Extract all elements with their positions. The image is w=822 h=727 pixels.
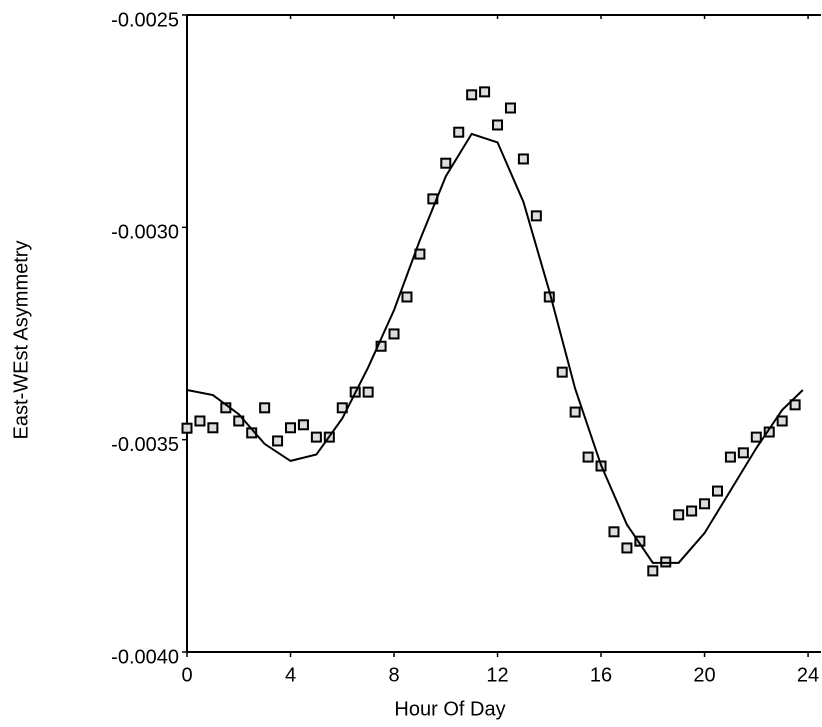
data-point	[492, 119, 504, 131]
data-point	[375, 340, 387, 352]
x-tick-label: 4	[285, 664, 296, 686]
x-tick-label: 20	[693, 664, 715, 686]
data-point	[310, 431, 322, 443]
data-point	[673, 509, 685, 521]
data-point	[634, 535, 646, 547]
data-point	[440, 157, 452, 169]
data-point	[724, 451, 736, 463]
data-point	[194, 415, 206, 427]
data-point	[647, 565, 659, 577]
data-point	[362, 386, 374, 398]
x-tick-label: 8	[388, 664, 399, 686]
data-point	[233, 415, 245, 427]
data-point	[504, 102, 516, 114]
data-point	[297, 419, 309, 431]
data-point	[556, 366, 568, 378]
y-tick-label: -0.0035	[111, 434, 179, 456]
y-axis-label: East-WEst Asymmetry	[10, 241, 32, 440]
data-point	[285, 422, 297, 434]
y-tick-label: -0.0040	[111, 646, 179, 668]
data-point	[259, 402, 271, 414]
x-axis-label: Hour Of Day	[394, 698, 505, 720]
data-point	[569, 406, 581, 418]
data-point	[272, 435, 284, 447]
x-tick-label: 16	[590, 664, 612, 686]
data-point	[582, 451, 594, 463]
data-point	[466, 89, 478, 101]
data-point	[388, 328, 400, 340]
data-point	[479, 86, 491, 98]
y-tick-label: -0.0030	[111, 222, 179, 244]
data-point	[207, 422, 219, 434]
data-point	[776, 415, 788, 427]
fit-line	[186, 132, 804, 564]
data-point	[530, 210, 542, 222]
data-point	[699, 498, 711, 510]
x-tick-label: 24	[797, 664, 819, 686]
data-point	[608, 526, 620, 538]
y-tick-label: -0.0025	[111, 9, 179, 31]
data-point	[453, 126, 465, 138]
data-point	[737, 447, 749, 459]
data-point	[750, 431, 762, 443]
data-point	[181, 422, 193, 434]
data-point	[621, 542, 633, 554]
data-point	[686, 505, 698, 517]
data-point	[401, 291, 413, 303]
data-point	[711, 485, 723, 497]
data-point	[517, 153, 529, 165]
x-tick-label: 0	[181, 664, 192, 686]
data-point	[789, 399, 801, 411]
x-tick-label: 12	[486, 664, 508, 686]
